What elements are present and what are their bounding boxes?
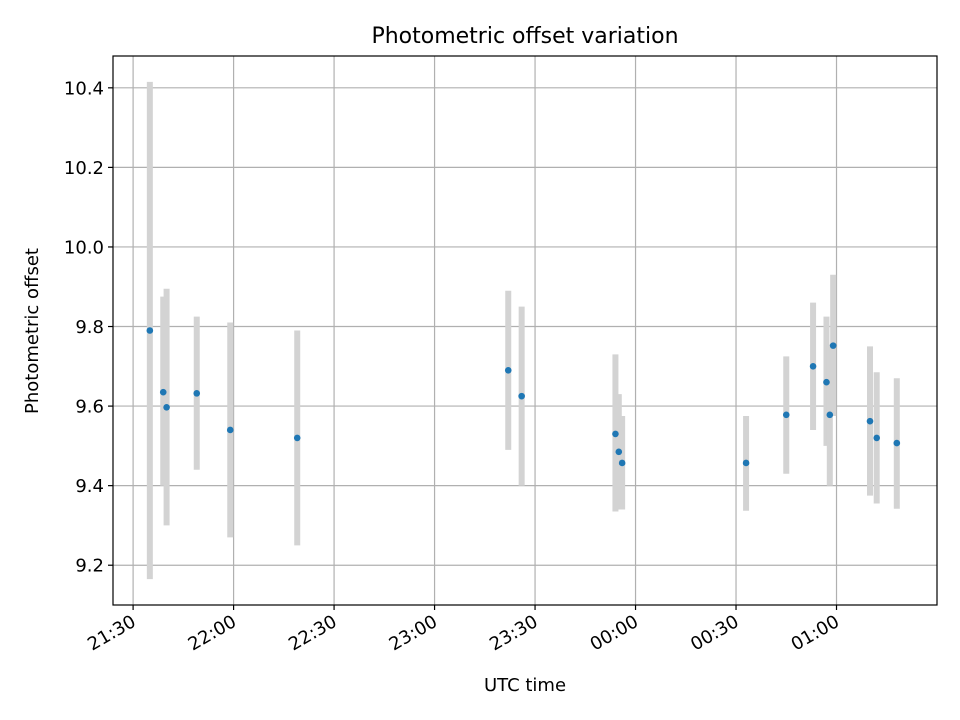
y-tick-label: 9.6	[75, 397, 104, 418]
plot-frame	[112, 55, 938, 606]
x-axis-label: UTC time	[484, 675, 566, 696]
data-points	[146, 327, 901, 467]
y-tick-label: 10.2	[64, 158, 104, 179]
data-point	[226, 426, 234, 434]
data-point	[193, 390, 201, 397]
y-tick-label: 9.8	[75, 317, 104, 338]
data-point	[615, 448, 623, 456]
y-tick-label: 9.2	[75, 556, 104, 577]
data-point	[612, 430, 619, 438]
data-point	[893, 439, 901, 447]
data-point	[829, 342, 837, 349]
data-point	[809, 363, 817, 370]
data-point	[873, 434, 881, 442]
data-point	[146, 327, 154, 334]
y-tick-label: 10.0	[64, 237, 104, 258]
data-point	[823, 378, 830, 386]
data-point	[293, 434, 301, 442]
data-point	[742, 459, 750, 467]
plot-area	[113, 56, 937, 605]
data-point	[866, 417, 874, 425]
y-axis-ticks: 9.2 9.4 9.6 9.8 10.0 10.2 10.4	[64, 78, 113, 577]
data-point	[618, 459, 626, 467]
data-point	[163, 403, 170, 411]
y-axis-label: Photometric offset	[22, 248, 43, 414]
chart-title: Photometric offset variation	[371, 24, 678, 49]
y-tick-label: 10.4	[64, 78, 104, 99]
data-point	[782, 411, 790, 419]
data-point	[504, 366, 512, 374]
y-tick-label: 9.4	[75, 476, 104, 497]
grid	[113, 56, 937, 605]
data-point	[826, 411, 834, 419]
data-point	[518, 392, 525, 400]
data-point	[159, 388, 167, 396]
